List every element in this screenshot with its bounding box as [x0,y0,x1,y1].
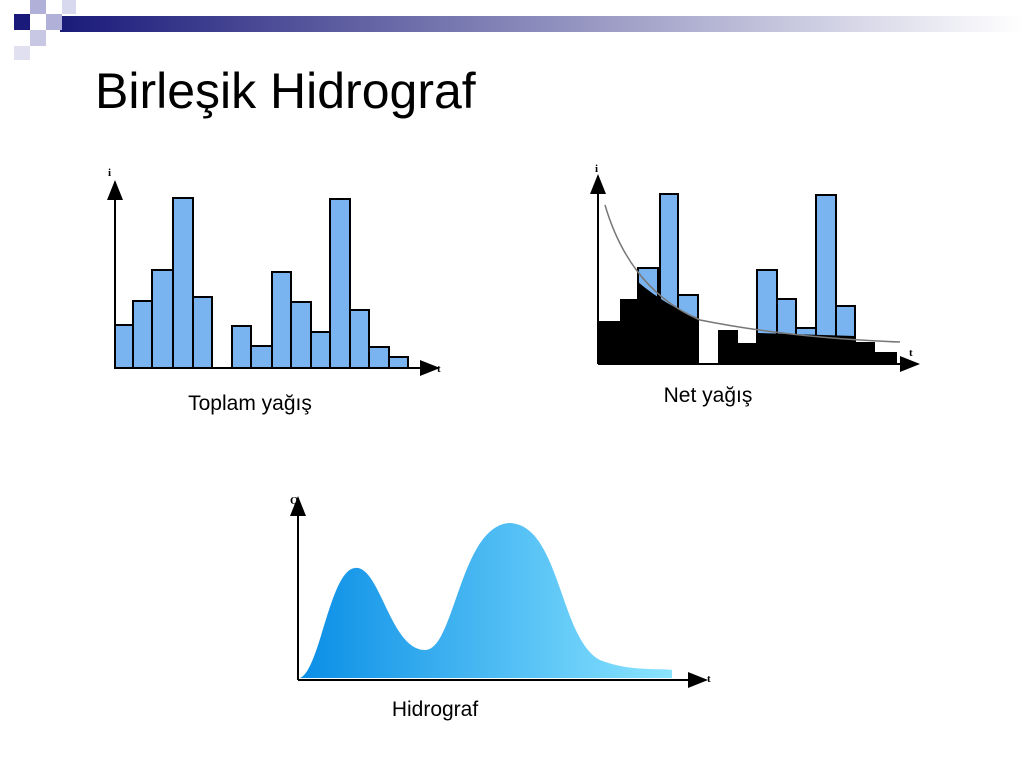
decoration [14,0,1024,60]
y-axis-label: Q [290,495,299,507]
caption: Hidrograf [392,698,479,721]
x-axis-label: t [707,673,711,685]
title: Birleşik Hidrograf [95,63,476,119]
x-axis-label: t [437,363,441,375]
caption: Net yağış [664,384,753,407]
hydrograph-panel: Q t Hidrograf [290,495,711,721]
x-axis-label: t [909,347,913,359]
net-rainfall-panel: i t Net yağış [590,163,920,407]
total-rainfall-panel: i t Toplam yağış [107,167,441,415]
y-axis-label: i [108,167,111,179]
caption: Toplam yağış [188,392,312,415]
y-axis-label: i [595,163,598,175]
